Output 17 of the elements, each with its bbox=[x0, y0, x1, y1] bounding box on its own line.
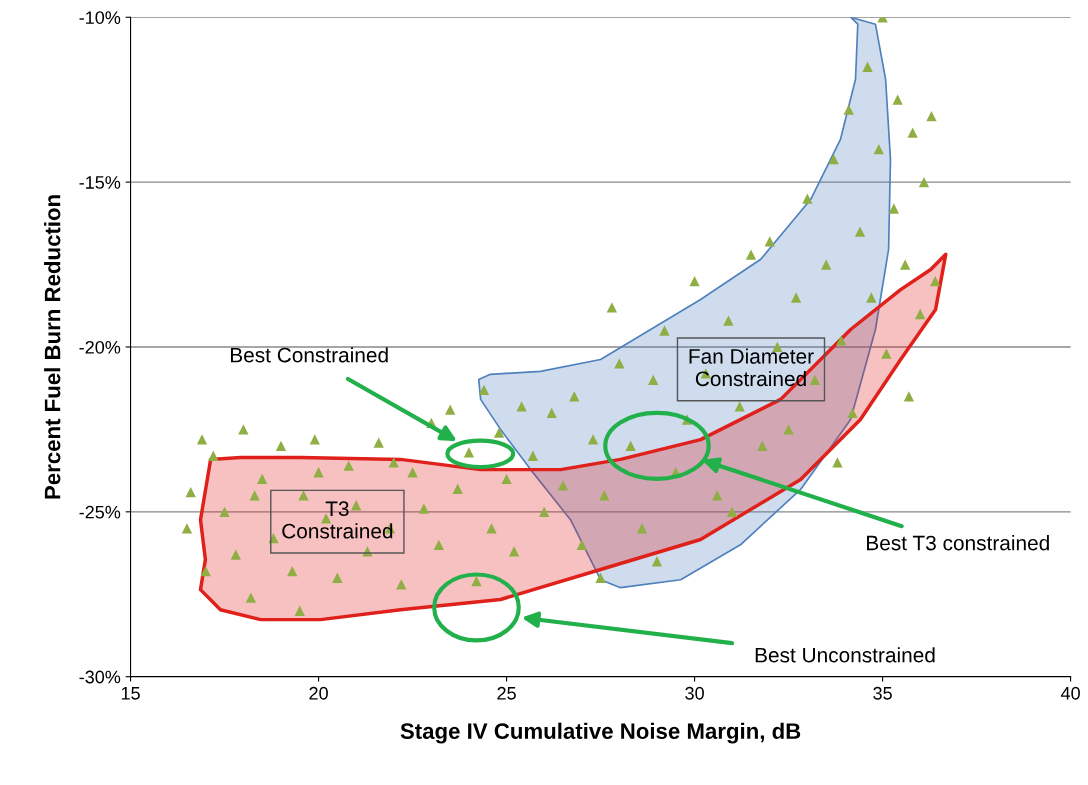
annotation: Best Unconstrained bbox=[755, 647, 935, 663]
y-tick-label: -20% bbox=[79, 340, 121, 354]
x-tick-label: 40 bbox=[1060, 686, 1080, 700]
x-tick-label: 15 bbox=[121, 687, 140, 700]
x-tick-label: 30 bbox=[685, 686, 704, 700]
annotation: T3 Constrained bbox=[282, 501, 393, 539]
y-tick-label: -15% bbox=[79, 176, 121, 189]
x-tick-label: 35 bbox=[873, 686, 892, 700]
y-axis-title: Percent Fuel Burn Reduction bbox=[44, 195, 61, 499]
y-tick-label: -10% bbox=[79, 11, 121, 24]
annotation: Best Constrained bbox=[230, 347, 388, 363]
y-tick-label: -30% bbox=[79, 670, 121, 684]
y-tick-label: -25% bbox=[79, 505, 121, 519]
x-tick-label: 20 bbox=[309, 686, 328, 700]
x-tick-label: 25 bbox=[497, 686, 516, 700]
x-axis-title: Stage IV Cumulative Noise Margin, dB bbox=[400, 722, 801, 744]
annotation: Best T3 constrained bbox=[867, 535, 1049, 551]
